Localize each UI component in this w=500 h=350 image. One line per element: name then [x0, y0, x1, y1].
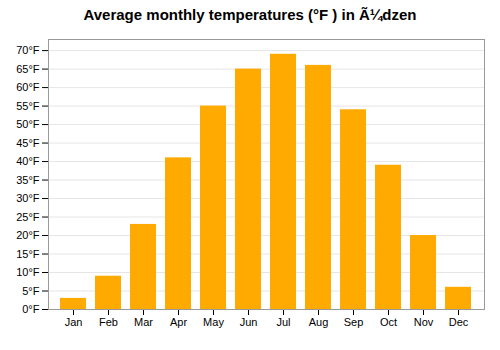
svg-text:10°F: 10°F: [16, 266, 40, 278]
svg-text:Feb: Feb: [99, 316, 118, 328]
svg-text:30°F: 30°F: [16, 192, 40, 204]
svg-text:50°F: 50°F: [16, 118, 40, 130]
svg-text:Apr: Apr: [170, 316, 187, 328]
svg-text:Jul: Jul: [276, 316, 290, 328]
svg-text:5°F: 5°F: [22, 285, 40, 297]
svg-text:Jan: Jan: [65, 316, 83, 328]
svg-text:55°F: 55°F: [16, 100, 40, 112]
svg-text:15°F: 15°F: [16, 248, 40, 260]
svg-text:25°F: 25°F: [16, 211, 40, 223]
svg-text:Jun: Jun: [240, 316, 258, 328]
svg-text:Dec: Dec: [449, 316, 469, 328]
svg-text:Sep: Sep: [344, 316, 364, 328]
svg-text:Oct: Oct: [380, 316, 397, 328]
svg-text:60°F: 60°F: [16, 81, 40, 93]
html-text:Average monthly temperatures (: Average monthly temperatures (°F ) in Ã¼…: [83, 6, 417, 23]
svg-text:35°F: 35°F: [16, 174, 40, 186]
svg-text:70°F: 70°F: [16, 44, 40, 56]
svg-text:0°F: 0°F: [22, 303, 40, 315]
svg-text:40°F: 40°F: [16, 155, 40, 167]
svg-text:May: May: [203, 316, 224, 328]
svg-text:20°F: 20°F: [16, 229, 40, 241]
svg-text:45°F: 45°F: [16, 137, 40, 149]
svg-text:65°F: 65°F: [16, 63, 40, 75]
svg-text:Aug: Aug: [309, 316, 329, 328]
svg-text:Mar: Mar: [134, 316, 153, 328]
svg-text:Nov: Nov: [414, 316, 434, 328]
